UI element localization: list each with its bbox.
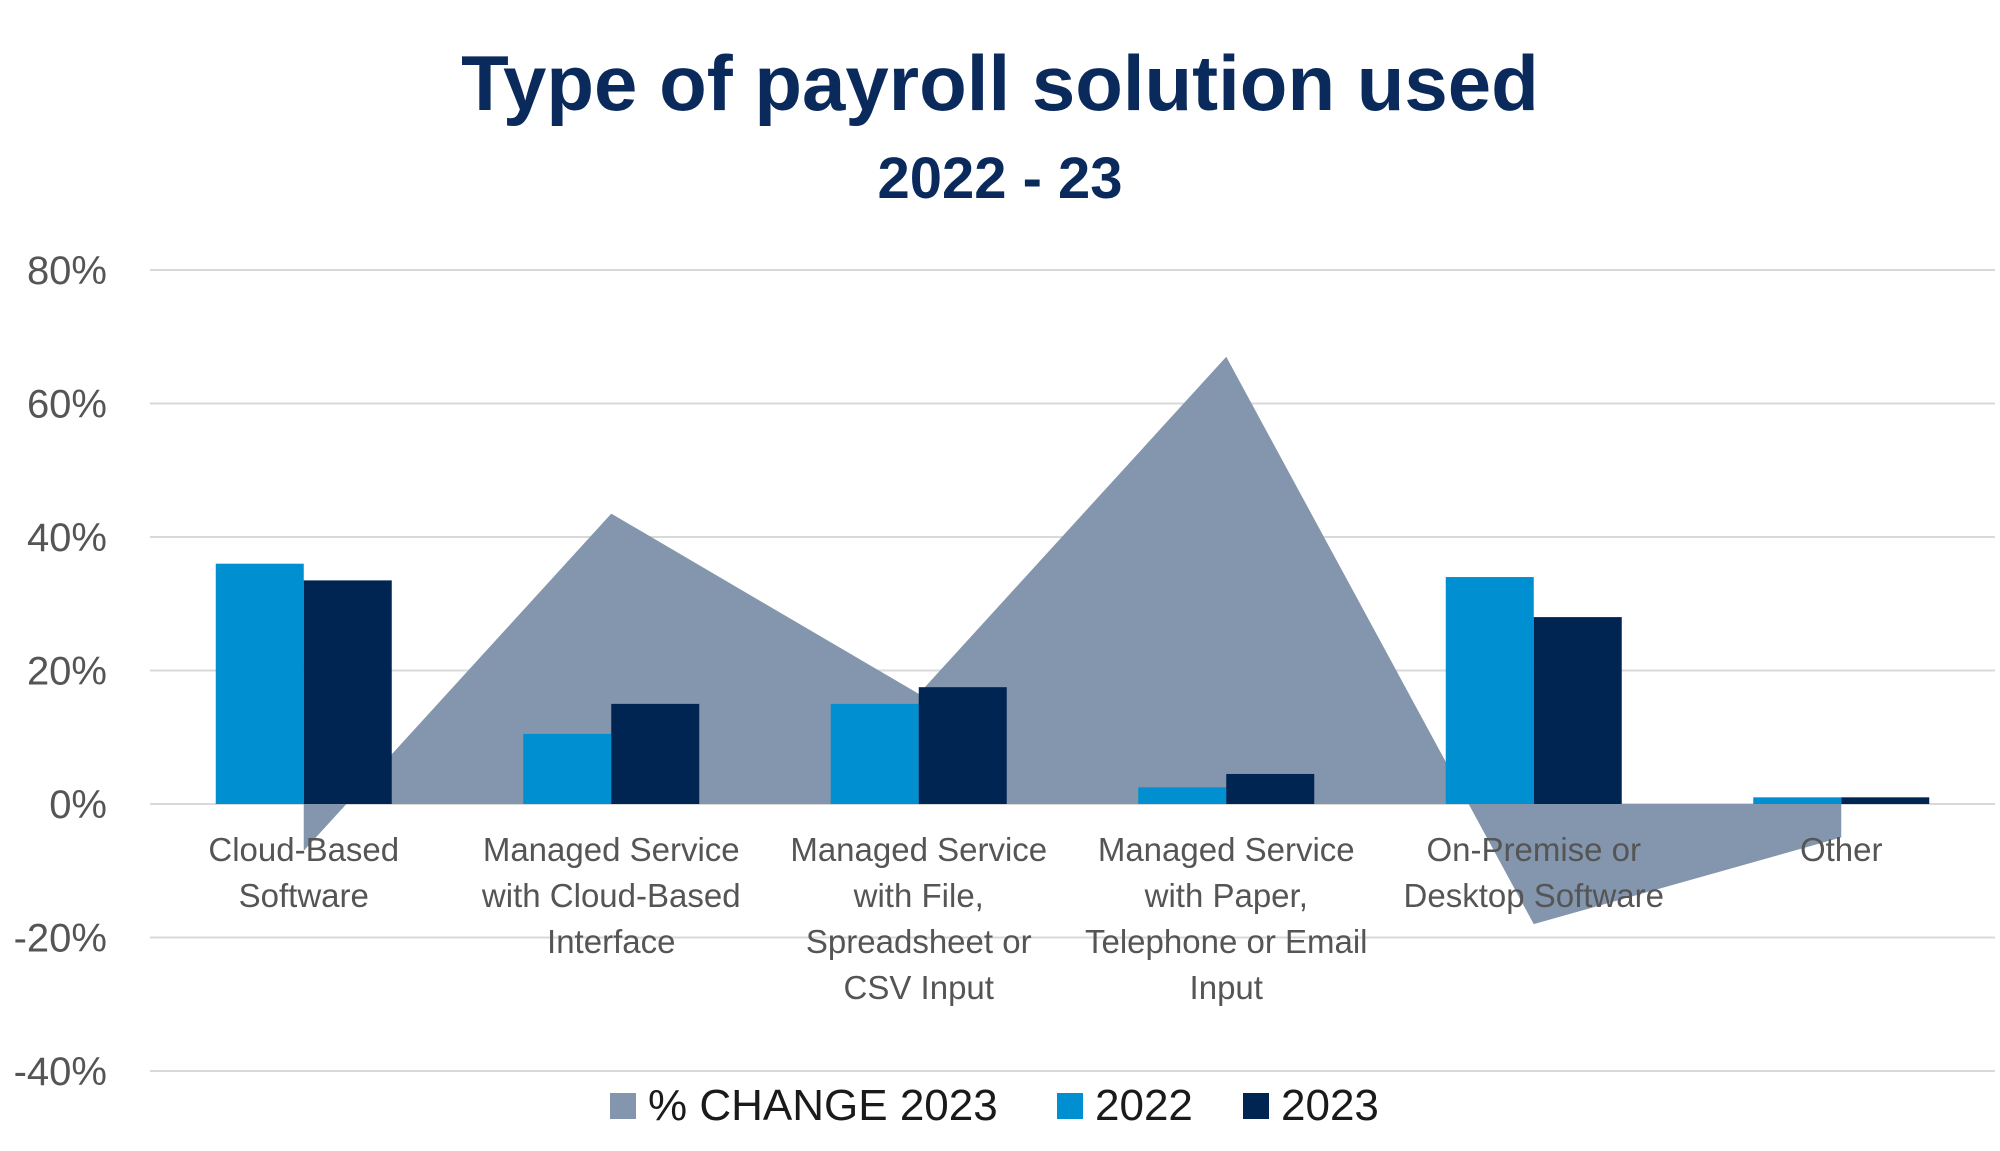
x-tick-label: Managed Service [790, 831, 1047, 868]
x-tick-label: Managed Service [1098, 831, 1355, 868]
bar-2023 [1533, 617, 1622, 804]
legend-label: % CHANGE 2023 [648, 1081, 998, 1130]
y-tick-label: -20% [14, 917, 107, 961]
y-tick-label: 60% [27, 383, 107, 427]
bar-2023 [1841, 797, 1930, 804]
x-tick-label: with Paper, [1144, 877, 1308, 914]
bar-2022 [1445, 577, 1534, 804]
bar-2022 [1753, 797, 1842, 804]
legend-swatch [610, 1093, 636, 1119]
x-tick-label: Input [1190, 969, 1263, 1006]
x-tick-label: with File, [853, 877, 984, 914]
y-axis: 80% 60% 40% 20% 0% -20% -40% [14, 249, 107, 1094]
x-tick-label: Desktop Software [1404, 877, 1664, 914]
bar-2022 [523, 733, 612, 804]
x-axis: Cloud-Based Software Managed Service with C… [208, 831, 1882, 1006]
x-tick-label: Interface [547, 923, 675, 960]
legend-label: 2023 [1281, 1081, 1379, 1130]
x-tick-label: Telephone or Email [1085, 923, 1368, 960]
bar-2022 [1138, 787, 1227, 804]
x-tick-label: On-Premise or [1426, 831, 1641, 868]
y-tick-label: 80% [27, 249, 107, 293]
y-tick-label: -40% [14, 1050, 107, 1094]
bar-2023 [1226, 773, 1315, 804]
chart-title: Type of payroll solution used [461, 39, 1539, 127]
bar-2023 [918, 687, 1007, 804]
x-tick-label: CSV Input [844, 969, 994, 1006]
legend-swatch [1057, 1093, 1083, 1119]
bar-series [215, 563, 1930, 804]
x-tick-label: with Cloud-Based [481, 877, 741, 914]
bar-2023 [611, 703, 700, 804]
x-tick-label: Managed Service [483, 831, 740, 868]
bar-2022 [215, 563, 304, 804]
legend-swatch [1243, 1093, 1269, 1119]
x-tick-label: Spreadsheet or [806, 923, 1032, 960]
x-tick-label: Other [1800, 831, 1883, 868]
y-tick-label: 0% [49, 783, 107, 827]
x-tick-label: Software [239, 877, 369, 914]
legend-label: 2022 [1095, 1081, 1193, 1130]
bar-2022 [830, 703, 919, 804]
bar-2023 [303, 580, 392, 804]
legend: % CHANGE 2023 2022 2023 [610, 1081, 1379, 1130]
y-tick-label: 40% [27, 516, 107, 560]
y-tick-label: 20% [27, 650, 107, 694]
chart-subtitle: 2022 - 23 [877, 146, 1122, 211]
x-tick-label: Cloud-Based [208, 831, 399, 868]
